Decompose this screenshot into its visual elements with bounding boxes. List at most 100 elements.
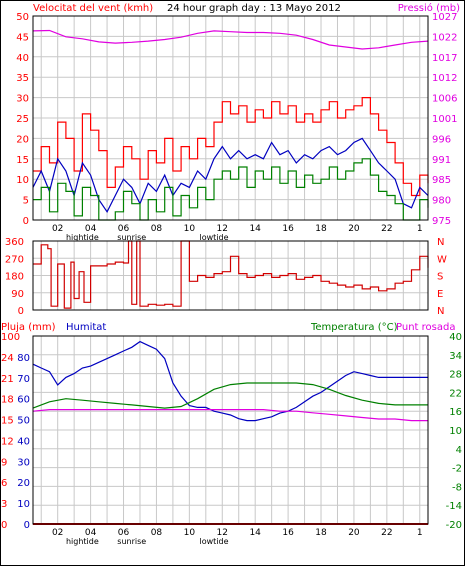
- dewpoint-label: Punt rosada: [396, 322, 455, 333]
- pressure-tick: 1006: [432, 94, 457, 105]
- event-marker: hightide: [66, 233, 99, 242]
- pressure-tick: 975: [432, 216, 451, 227]
- rain-tick: 100: [1, 332, 20, 343]
- event-marker: lowtide: [200, 233, 229, 242]
- hour-tick-label: 18: [315, 224, 327, 234]
- hour-tick-label: 1: [417, 528, 423, 538]
- hour-tick-label: 16: [282, 528, 294, 538]
- rain-tick: 18: [1, 395, 14, 406]
- temperature-tick: -8: [452, 482, 462, 493]
- humidity-tick: 60: [17, 395, 30, 406]
- compass-tick: S: [437, 272, 443, 283]
- rain-tick: 3: [1, 499, 7, 510]
- temperature-tick: 16: [449, 407, 462, 418]
- humidity-tick: 50: [17, 416, 30, 427]
- rain-tick: 21: [1, 374, 14, 385]
- wind-speed-tick: 45: [16, 32, 29, 43]
- hour-tick-label: 12: [217, 528, 228, 538]
- humidity-tick: 10: [17, 499, 30, 510]
- temperature-tick: -2: [452, 464, 462, 475]
- rain-tick: 24: [1, 353, 14, 364]
- hour-tick-label: 22: [381, 224, 392, 234]
- hour-tick-label: 06: [118, 224, 130, 234]
- humidity-tick: 0: [24, 520, 30, 531]
- pressure-tick: 1012: [432, 73, 457, 84]
- humidity-tick: 30: [17, 457, 30, 468]
- hour-tick-label: 04: [85, 224, 97, 234]
- wind-speed-tick: 30: [16, 94, 29, 105]
- temperature-tick: 28: [449, 370, 462, 381]
- hour-tick-label: 16: [282, 224, 294, 234]
- humidity-tick: 80: [17, 353, 30, 364]
- event-marker: hightide: [66, 537, 99, 546]
- humidity-tick: 40: [17, 436, 30, 447]
- hour-tick-label: 04: [85, 528, 97, 538]
- wind-speed-tick: 35: [16, 73, 29, 84]
- climate-panel-hour-axis: 02 04 06 08 10 12 14 16 18 20 22 1 hightide sunrise lo…: [52, 528, 423, 546]
- graph-title: 24 hour graph day : 13 Mayo 2012: [167, 3, 341, 14]
- temperature-tick: -14: [446, 501, 462, 512]
- pressure-tick: 1001: [432, 114, 457, 125]
- climate-panel-grid: [33, 336, 428, 524]
- temperature-tick: 10: [449, 426, 462, 437]
- pressure-series-line: [32, 29, 429, 50]
- wind-speed-tick: 0: [23, 216, 29, 227]
- lull-series-line: [33, 158, 429, 221]
- wind-panel-series: [32, 29, 429, 221]
- rain-tick: 12: [1, 436, 14, 447]
- dewpoint-series-line: [32, 409, 428, 422]
- hour-tick-label: 12: [217, 224, 228, 234]
- hour-tick-label: 02: [52, 528, 63, 538]
- compass-tick: N: [437, 237, 444, 248]
- direction-panel-frame: [32, 240, 429, 311]
- direction-degree-tick: 90: [11, 289, 24, 300]
- hour-tick-label: 02: [52, 224, 63, 234]
- temperature-tick: 4: [456, 445, 462, 456]
- direction-degree-tick: 270: [5, 254, 24, 265]
- hour-tick-label: 1: [417, 224, 423, 234]
- temperature-tick: -20: [446, 520, 462, 531]
- event-marker: sunrise: [117, 537, 146, 546]
- wind-speed-tick: 20: [16, 134, 29, 145]
- hour-tick-label: 10: [184, 224, 196, 234]
- humidity-tick: 20: [17, 478, 30, 489]
- wind-speed-tick: 50: [16, 12, 29, 23]
- direction-degrees-axis: 360 270 180 90 0: [5, 237, 24, 317]
- hour-tick-label: 22: [381, 528, 392, 538]
- wind-speed-axis: 0 5 10 15 20 25 30 35 40 45 50: [16, 12, 29, 227]
- temperature-tick: 34: [449, 351, 462, 362]
- hour-tick-label: 14: [249, 528, 261, 538]
- event-marker: lowtide: [200, 537, 229, 546]
- hour-tick-label: 06: [118, 528, 130, 538]
- rain-tick: 9: [1, 457, 7, 468]
- hour-tick-label: 08: [151, 224, 163, 234]
- temperature-tick: 22: [449, 388, 462, 399]
- gust-series-line: [33, 97, 429, 197]
- direction-degree-tick: 180: [5, 272, 24, 283]
- hour-tick-label: 20: [348, 528, 360, 538]
- pressure-tick: 1022: [432, 32, 457, 43]
- hour-tick-label: 14: [249, 224, 261, 234]
- pressure-tick: 1027: [432, 12, 457, 23]
- humidity-series-line: [32, 340, 428, 422]
- direction-degree-tick: 0: [18, 306, 24, 317]
- direction-panel-series: [33, 240, 429, 309]
- temperature-series-line: [32, 382, 428, 409]
- rain-label: Pluja (mm): [1, 322, 56, 333]
- wind-speed-tick: 15: [16, 155, 29, 166]
- hour-tick-label: 18: [315, 528, 327, 538]
- humidity-tick: 70: [17, 374, 30, 385]
- pressure-tick: 985: [432, 175, 451, 186]
- wind-speed-tick: 10: [16, 175, 29, 186]
- compass-tick: E: [437, 289, 443, 300]
- rain-tick: 0: [1, 520, 7, 531]
- compass-tick: W: [437, 254, 447, 265]
- pressure-tick: 996: [432, 134, 451, 145]
- direction-series-line: [33, 240, 429, 309]
- wind-speed-tick: 5: [23, 196, 29, 207]
- pressure-axis: 975 980 985 991 996 1001 1006 1012 1017 1022 1027: [432, 12, 457, 227]
